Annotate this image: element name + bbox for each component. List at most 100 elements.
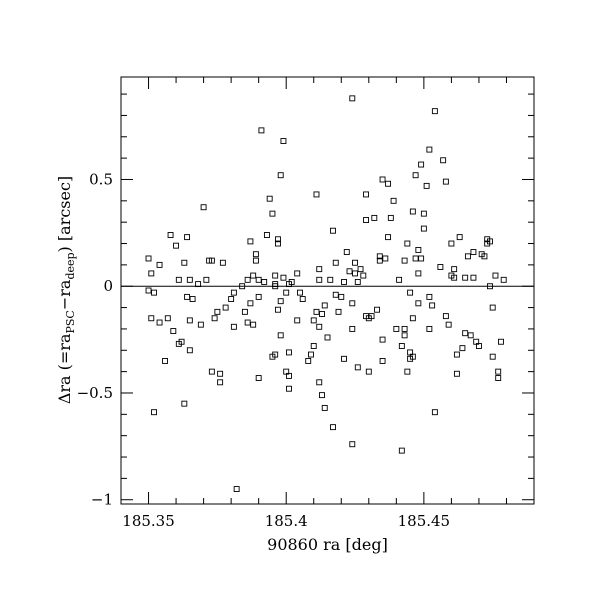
data-point [319,392,325,399]
data-point [415,270,422,277]
data-point [470,274,477,281]
data-point [407,289,414,296]
data-point [418,161,425,168]
data-point [423,182,430,189]
data-point [151,409,157,416]
data-point [379,176,386,183]
data-point [338,293,345,300]
data-point [321,302,328,309]
data-point [431,108,438,115]
data-point [274,240,281,247]
data-point [376,257,383,264]
data-point [401,325,408,332]
data-point [250,272,257,279]
data-point [277,332,284,339]
data-point [379,336,386,343]
data-point [230,323,237,330]
data-point [418,255,425,262]
data-point [181,259,188,266]
y-label-prefix: Δra (=ra [55,333,74,404]
data-point [272,351,279,358]
data-point [156,261,163,268]
data-point [162,358,169,364]
data-point [382,255,389,262]
data-point [486,283,493,290]
data-point [258,127,265,134]
data-point [189,296,196,302]
data-point [148,315,155,322]
y-tick-label: −1 [91,491,113,509]
data-point [376,253,383,260]
data-point [167,232,174,238]
data-point [404,240,411,247]
data-point [277,172,284,179]
data-point [437,264,444,270]
data-point [310,343,317,349]
data-point [442,178,449,185]
data-point [164,315,171,322]
axis-ticks [120,77,535,504]
data-point [316,276,323,283]
data-point [255,276,262,283]
data-point [442,313,449,320]
data-point [208,257,215,264]
data-point [349,325,356,332]
y-tick-label: −0.5 [77,384,113,402]
data-point [181,400,188,407]
data-point [349,441,356,448]
data-point [363,191,369,198]
data-point [374,306,381,313]
data-point [492,272,499,279]
data-point [489,353,496,360]
data-point [354,364,361,371]
data-point [385,234,392,241]
data-point [426,293,433,300]
y-label-sub-psc: PSC [64,310,77,333]
data-point [316,379,323,386]
data-point [409,208,416,215]
y-label-sub-deep: deep [64,252,77,279]
data-point [286,349,292,356]
x-tick-label: 185.4 [265,512,308,530]
data-point [228,296,235,302]
data-point [294,270,301,277]
data-point [393,325,400,332]
data-point [401,257,408,264]
data-point [230,289,237,296]
data-point [489,304,496,311]
data-point [451,266,458,273]
data-point [200,204,207,211]
data-point [448,240,455,247]
data-point [440,157,447,164]
data-point [470,249,477,256]
data-point [151,289,157,296]
data-points [145,95,507,493]
data-point [420,225,427,232]
data-point [280,274,287,281]
data-point [462,330,469,337]
data-point [195,281,202,288]
data-point [211,315,218,322]
data-point [409,315,416,322]
data-point [462,274,469,281]
data-point [263,232,270,238]
data-point [233,486,240,493]
data-point [148,270,155,277]
x-tick-label: 185.45 [398,512,451,530]
data-point [324,334,331,341]
data-point [495,375,502,381]
data-point [431,409,438,416]
y-tick-label: 0.5 [89,170,113,188]
data-point [274,236,281,243]
data-point [283,289,290,296]
data-point [341,355,347,362]
y-label-suffix: ) [arcsec] [55,176,74,253]
data-point [272,283,279,290]
data-point [297,289,303,296]
data-point [429,302,436,309]
data-point [280,138,287,145]
data-point [349,300,356,307]
data-point [261,279,268,285]
x-tick-label: 185.35 [122,512,175,530]
data-point [266,195,273,202]
